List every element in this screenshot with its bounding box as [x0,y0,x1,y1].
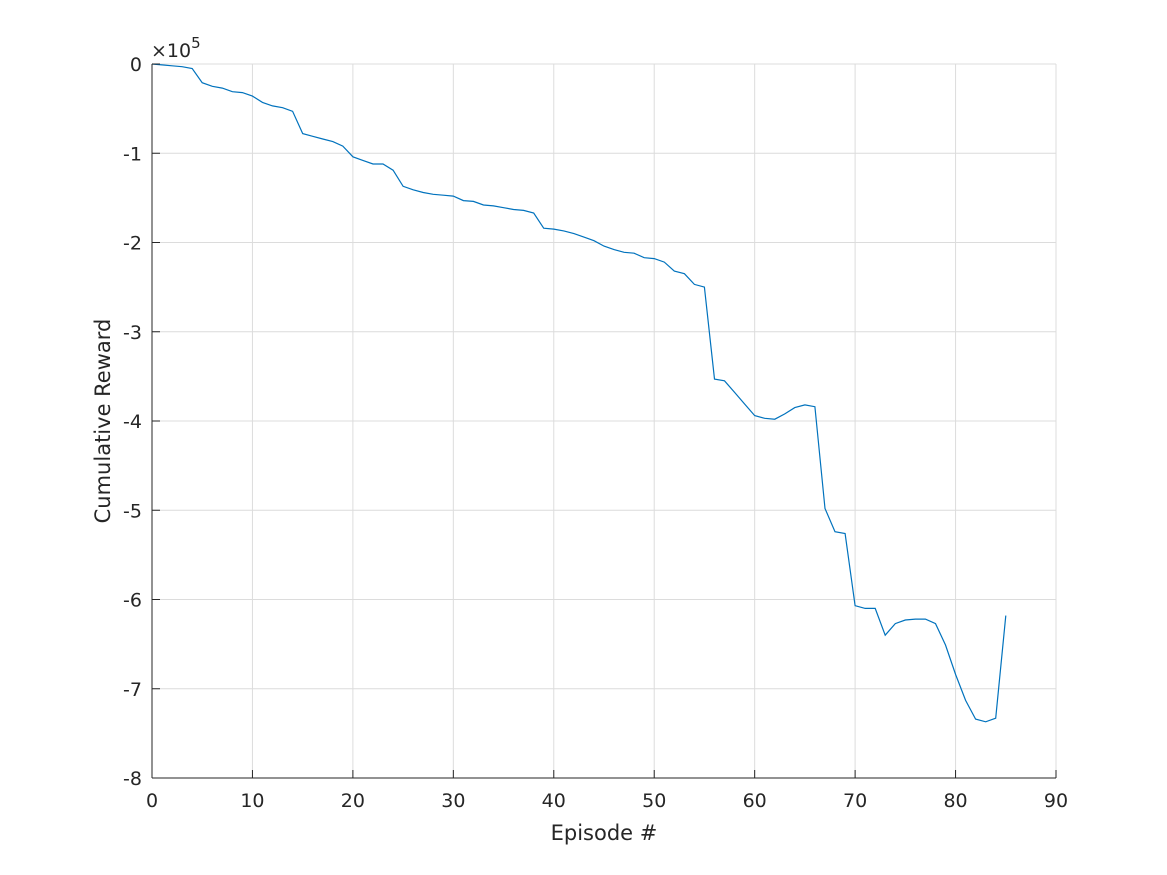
y-tick-label: -1 [123,143,142,165]
y-tick-label: -5 [123,500,142,522]
x-tick-label: 10 [240,790,264,812]
y-tick-label: -6 [123,590,142,612]
y-tick-label: -8 [123,768,142,790]
multiplier-base: ×10 [151,40,191,62]
x-tick-label: 70 [843,790,867,812]
ticks: 0 10 20 30 40 50 60 70 80 90 0 -1 -2 -3 -4 -5 -6 -7 -8 [123,54,1068,812]
x-tick-label: 80 [943,790,967,812]
x-tick-label: 20 [341,790,365,812]
x-tick-label: 40 [542,790,566,812]
series-layer [151,63,1007,723]
y-tick-label: -4 [123,411,142,433]
x-tick-label: 90 [1044,790,1068,812]
y-tick-label: -2 [123,233,142,255]
x-tick-label: 30 [441,790,465,812]
y-axis-multiplier: ×105 [151,34,201,62]
x-tick-label: 50 [642,790,666,812]
grid [151,63,1057,779]
x-tick-label: 60 [743,790,767,812]
y-tick-label: -3 [123,322,142,344]
y-tick-label: 0 [130,54,142,76]
multiplier-exponent: 5 [191,34,201,52]
series-line-1 [151,63,1007,723]
y-tick-label: -7 [123,679,142,701]
x-axis-label: Episode # [551,821,658,845]
x-tick-label: 0 [146,790,158,812]
y-axis-label: Cumulative Reward [91,319,115,524]
